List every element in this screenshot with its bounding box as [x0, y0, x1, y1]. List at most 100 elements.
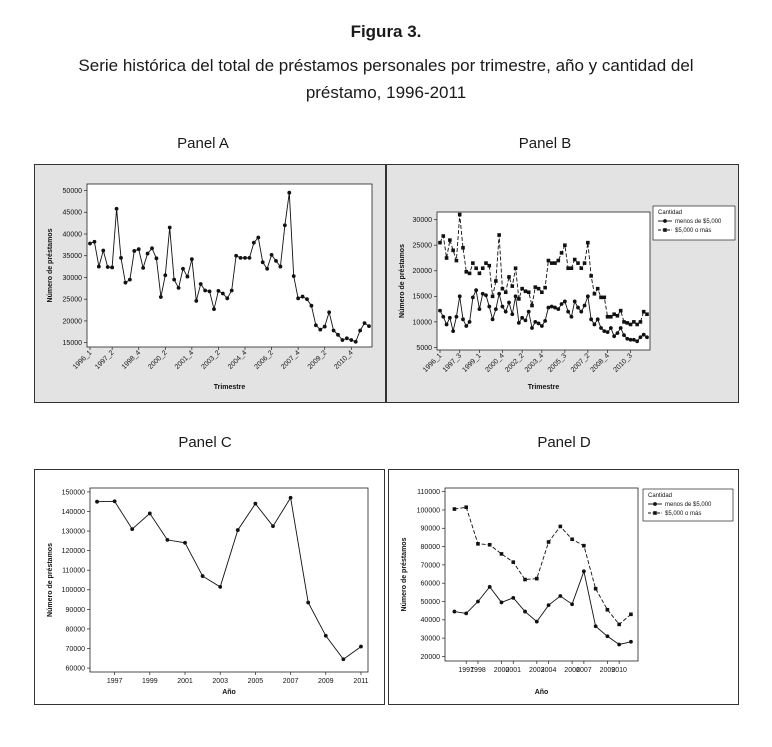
x-tick-label: 2009: [600, 667, 616, 674]
data-point: [566, 266, 570, 271]
x-tick-label: 2003: [212, 678, 228, 685]
data-point: [484, 261, 488, 265]
data-point: [167, 225, 172, 230]
data-point: [194, 299, 199, 303]
data-point: [499, 552, 504, 556]
data-point: [593, 624, 598, 629]
data-point: [645, 335, 649, 340]
y-axis-title: Número de préstamos: [47, 543, 54, 617]
data-point: [511, 560, 516, 564]
data-point: [536, 321, 541, 326]
data-point: [452, 507, 457, 511]
data-point: [150, 246, 154, 251]
data-point: [136, 247, 141, 252]
data-point: [631, 337, 636, 342]
data-point: [438, 308, 442, 313]
data-point: [441, 314, 446, 319]
data-point: [256, 235, 261, 240]
data-point: [457, 212, 462, 217]
y-tick-label: 140000: [62, 509, 85, 516]
data-point: [274, 259, 278, 263]
y-tick-label: 50000: [421, 599, 441, 606]
panel-a-plot-area: [86, 183, 373, 348]
y-tick-label: 100000: [417, 507, 440, 514]
x-tick-label: 2007: [283, 678, 299, 685]
data-point: [165, 537, 170, 542]
data-point: [579, 266, 584, 271]
data-point: [526, 290, 531, 295]
data-point: [487, 542, 492, 547]
data-point: [635, 322, 639, 327]
data-point: [132, 249, 137, 253]
data-point: [638, 320, 643, 324]
data-point: [602, 295, 607, 300]
data-point: [305, 297, 309, 302]
data-point: [444, 256, 449, 260]
data-point: [313, 323, 318, 328]
data-point: [127, 277, 132, 282]
data-point: [589, 317, 594, 322]
data-point: [599, 295, 603, 300]
data-point: [96, 264, 101, 269]
y-tick-label: 15000: [413, 294, 433, 301]
data-point: [362, 321, 367, 325]
y-tick-label: 45000: [63, 210, 83, 217]
data-point: [641, 332, 646, 337]
data-point: [546, 258, 551, 263]
data-point: [300, 294, 305, 299]
data-point: [617, 622, 621, 627]
legend-marker: [653, 502, 657, 506]
data-point: [586, 240, 590, 245]
data-point: [291, 274, 296, 279]
series-line: [96, 496, 362, 660]
data-point: [534, 576, 539, 581]
data-point: [464, 270, 469, 274]
figure-title: Figura 3.: [350, 22, 422, 41]
data-point: [477, 271, 482, 276]
data-point: [464, 505, 468, 510]
x-axis-title: Año: [222, 689, 236, 696]
data-point: [235, 528, 240, 532]
series-line: [454, 506, 632, 626]
data-point: [448, 238, 452, 242]
data-point: [582, 543, 586, 548]
data-point: [344, 336, 349, 341]
data-point: [559, 251, 564, 255]
x-tick-label: 1997: [107, 678, 123, 685]
data-point: [474, 288, 479, 293]
series-total: [95, 495, 363, 662]
data-point: [629, 639, 633, 644]
data-point: [476, 599, 480, 604]
series-line: [89, 192, 370, 343]
data-point: [563, 243, 567, 248]
data-point: [622, 320, 626, 324]
data-point: [207, 289, 212, 294]
legend: Cantidad menos de $5,000 $5,000 o más: [652, 205, 736, 241]
data-point: [592, 322, 597, 327]
data-point: [163, 273, 168, 278]
data-point: [500, 286, 505, 291]
data-point: [497, 233, 501, 237]
data-point: [154, 256, 159, 261]
y-tick-label: 40000: [63, 231, 83, 238]
data-point: [172, 277, 177, 282]
data-point: [441, 234, 446, 238]
data-point: [119, 255, 123, 260]
data-point: [622, 333, 626, 338]
data-point: [497, 291, 502, 296]
data-point: [513, 266, 518, 271]
data-point: [549, 261, 554, 265]
data-point: [533, 285, 538, 289]
data-point: [198, 282, 203, 286]
x-tick-label: 1997: [458, 667, 474, 674]
panel-c-plot-area: [89, 487, 369, 673]
data-point: [549, 304, 554, 309]
data-point: [516, 321, 521, 325]
data-point: [605, 607, 610, 612]
x-tick-label: 2007: [576, 667, 592, 674]
data-point: [218, 584, 223, 589]
data-point: [526, 309, 531, 314]
panel-b-plot-area: [436, 211, 651, 351]
data-point: [296, 296, 301, 301]
data-point: [176, 285, 181, 290]
